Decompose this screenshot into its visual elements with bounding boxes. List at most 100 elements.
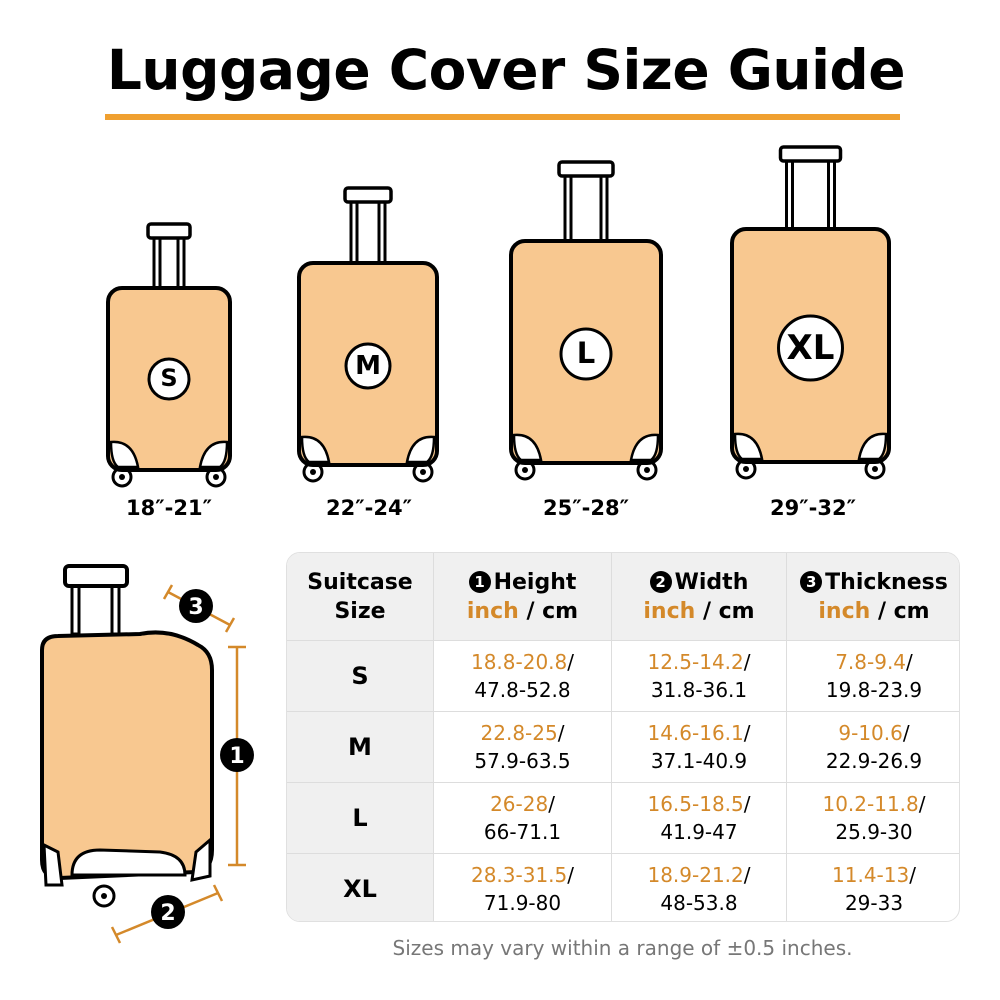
wheel-hub	[743, 466, 749, 472]
header-height: 1 Height inch / cm	[434, 553, 612, 641]
size-badge	[559, 327, 613, 381]
wheel-hub	[101, 893, 107, 899]
number-icon: 2	[649, 571, 672, 593]
cell-text: 25.9-30	[835, 820, 913, 844]
handle-pole	[563, 172, 573, 243]
header-suitcase-size: Suitcase Size	[287, 553, 434, 641]
cell-text: XL	[343, 874, 377, 903]
cell-text: 28.3-31.5	[470, 862, 568, 887]
size-badge-label: S	[160, 364, 177, 392]
cell-text: 18.8-20.8	[470, 650, 568, 674]
cell-text: inch	[818, 598, 871, 624]
wheel-hub	[644, 467, 650, 473]
cell-text: inch	[466, 598, 519, 624]
size-badge-label: L	[577, 336, 595, 370]
cell-text: cm	[542, 598, 579, 624]
cell-text: Suitcase Size	[307, 569, 413, 624]
size-range-m: 22″-24″	[326, 496, 412, 520]
cell-text: 31.8-36.1	[650, 678, 748, 702]
dimension-marker-label: 2	[160, 901, 175, 926]
cell-text: 12.5-14.2	[647, 650, 744, 674]
dimension-marker-3	[179, 589, 213, 623]
row-size-label: M	[287, 712, 434, 783]
handle-grip	[778, 145, 843, 163]
handle-grip	[557, 160, 615, 178]
cell-text: 22.9-26.9	[825, 749, 923, 773]
handle-pole	[152, 234, 162, 290]
size-range-xl: 29″-32″	[770, 496, 856, 520]
row-size-label: XL	[287, 854, 434, 921]
handle-grip	[146, 222, 192, 240]
table-cell: 10.2-11.8/25.9-30	[787, 783, 959, 854]
handle-pole	[785, 157, 794, 231]
handle-grip	[63, 564, 129, 588]
corner-guard	[190, 836, 212, 882]
table-cell: 14.6-16.1/37.1-40.9	[612, 712, 787, 783]
corner-guard	[42, 842, 64, 887]
corner-guard	[198, 440, 229, 469]
size-badge	[777, 314, 844, 382]
cell-text: 16.5-18.5	[647, 792, 744, 816]
dimension-marker-label: 1	[229, 744, 244, 769]
cell-text: S	[351, 662, 369, 690]
footnote: Sizes may vary within a range of ±0.5 in…	[392, 936, 853, 960]
suitcase-body	[40, 630, 214, 881]
table-cell: 11.4-13/29-33	[832, 862, 916, 915]
dimension-marker-2	[151, 895, 185, 929]
corner-guard	[857, 432, 888, 461]
cell-text: 26-28	[490, 792, 549, 816]
header-thickness: 3 Thickness inch / cm	[787, 553, 959, 641]
table-cell: 16.5-18.5/41.9-47	[612, 783, 787, 854]
cell-text: 18.9-21.2	[647, 862, 744, 887]
cell-text: Thickness	[825, 569, 948, 595]
table-cell: 9-10.6/22.9-26.9	[787, 712, 959, 783]
cell-text: cm	[893, 598, 930, 624]
cell-text: 7.8-9.4	[835, 650, 907, 674]
cell-text: 22.8-25	[480, 721, 558, 745]
handle-grip	[343, 186, 393, 204]
wheel-hub	[872, 466, 878, 472]
handle-pole	[377, 198, 387, 265]
size-table: Suitcase Size 1 Height inch / cm 2 Width inch …	[286, 552, 960, 922]
cell-text: /	[695, 598, 719, 624]
handle-pole	[599, 172, 609, 243]
dimension-diagram: 1 2 3	[40, 564, 254, 944]
cell-text: 14.6-16.1	[647, 721, 744, 745]
table-cell: 12.5-14.2/31.8-36.1	[612, 641, 787, 712]
number-icon: 1	[468, 571, 491, 593]
wheel-hub	[310, 469, 316, 475]
size-badge	[147, 357, 191, 401]
cell-text: L	[352, 804, 368, 832]
suitcase-l: L	[509, 160, 663, 481]
handle-pole	[176, 234, 186, 290]
row-size-label: S	[287, 641, 434, 712]
table-cell: 18.8-20.8/47.8-52.8	[434, 641, 612, 712]
table-cell: 7.8-9.4/19.8-23.9	[787, 641, 959, 712]
table-cell: 22.8-25/57.9-63.5	[434, 712, 612, 783]
cell-text: 71.9-80	[483, 890, 562, 915]
cell-text: M	[348, 733, 372, 761]
cell-text: 47.8-52.8	[474, 678, 571, 702]
handle-pole	[349, 198, 359, 265]
handle-pole	[827, 157, 836, 231]
corner-guard	[109, 440, 140, 469]
header-width: 2 Width inch / cm	[612, 553, 787, 641]
size-badge	[344, 342, 392, 390]
cell-text: cm	[718, 598, 755, 624]
wheel-hub	[420, 469, 426, 475]
corner-guard	[300, 435, 331, 464]
size-range-s: 18″-21″	[126, 496, 212, 520]
cell-text: 48-53.8	[660, 890, 738, 915]
table-cell: 18.9-21.2/48-53.8	[612, 854, 787, 921]
table-cell: 26-28/66-71.1	[434, 783, 612, 854]
row-size-label: L	[287, 783, 434, 854]
cell-text: /	[518, 598, 543, 624]
wheel-hub	[119, 474, 125, 480]
page-title: Luggage Cover Size Guide	[106, 38, 906, 102]
wheel-hub	[213, 474, 219, 480]
cell-text: 9-10.6	[838, 721, 903, 745]
title-underline	[105, 114, 900, 120]
width-tick	[212, 884, 224, 902]
corner-guard	[405, 435, 436, 464]
